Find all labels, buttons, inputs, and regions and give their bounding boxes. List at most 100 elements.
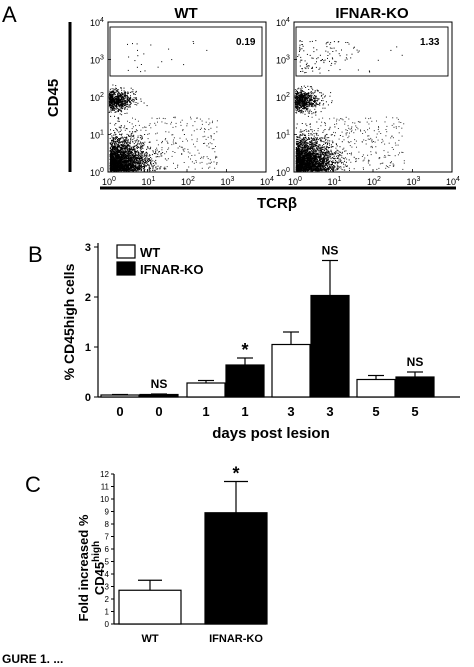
event-dot [118,166,120,168]
event-dot [116,152,118,154]
event-dot [123,97,125,99]
event-dot [315,150,317,152]
event-dot [112,101,114,103]
event-dot [112,142,113,144]
event-dot [110,94,112,96]
event-dot [313,149,315,151]
event-dot [164,166,166,168]
event-dot [122,105,123,106]
event-dot [129,168,131,170]
event-dot [117,89,119,91]
event-dot [117,148,119,150]
event-dot [212,120,213,122]
event-dot [135,98,137,100]
event-dot [116,162,118,164]
event-dot [110,169,112,171]
event-dot [315,154,317,155]
event-dot [157,168,159,170]
event-dot [119,158,121,159]
event-dot [138,160,140,162]
event-dot [123,104,125,106]
event-dot [127,96,129,98]
event-dot [149,141,151,143]
event-dot [327,159,329,160]
event-dot [157,165,159,167]
event-dot [115,91,117,93]
event-dot [154,161,156,163]
event-dot [316,162,318,164]
event-dot [131,168,133,170]
event-dot [155,168,157,170]
event-dot [111,144,113,145]
event-dot [115,140,117,142]
event-dot [123,157,125,159]
event-dot [295,152,297,154]
event-dot [313,143,315,145]
event-dot [127,158,129,160]
event-dot [113,161,115,163]
event-dot [121,103,123,105]
event-dot [122,103,124,105]
event-dot [140,98,142,100]
event-dot [122,98,124,100]
event-dot [121,111,123,113]
event-dot [132,155,133,157]
event-dot [127,161,129,163]
event-dot [128,159,130,161]
event-dot [119,163,121,165]
event-dot [110,154,112,156]
event-dot [139,134,141,136]
event-dot [139,166,141,168]
event-dot [111,102,113,103]
event-dot [194,154,196,156]
event-dot [110,95,112,97]
event-dot [135,157,137,159]
event-dot [118,142,120,144]
event-dot [133,157,135,159]
event-dot [121,102,123,104]
event-dot [121,104,122,106]
event-dot [335,151,337,152]
event-dot [111,149,113,151]
event-dot [141,135,143,137]
event-dot [134,118,136,120]
event-dot [160,153,162,155]
event-dot [135,158,137,160]
event-dot [131,123,133,125]
event-dot [214,167,216,169]
event-dot [125,99,127,101]
event-dot [128,151,130,152]
event-dot [113,147,115,149]
event-dot [143,158,145,160]
event-dot [137,155,139,157]
event-dot [112,93,114,95]
event-dot [112,109,114,111]
event-dot [149,159,151,161]
event-dot [110,106,112,108]
event-dot [133,145,135,147]
event-dot [213,148,215,149]
event-dot [204,128,206,130]
event-dot [119,165,121,167]
event-dot [110,165,112,167]
gated-event-dot [127,69,129,71]
event-dot [129,156,131,158]
event-dot [110,164,112,166]
event-dot [112,156,114,158]
event-dot [332,160,334,162]
event-dot [120,146,122,148]
event-dot [331,168,333,170]
event-dot [301,142,303,144]
event-dot [123,100,125,102]
event-dot [113,149,115,151]
event-dot [116,164,118,166]
event-dot [111,145,113,146]
event-dot [134,94,136,95]
event-dot [130,134,132,135]
event-dot [314,161,316,163]
event-dot [124,156,126,158]
event-dot [115,152,117,154]
event-dot [124,147,126,149]
event-dot [160,166,162,168]
event-dot [141,151,143,153]
